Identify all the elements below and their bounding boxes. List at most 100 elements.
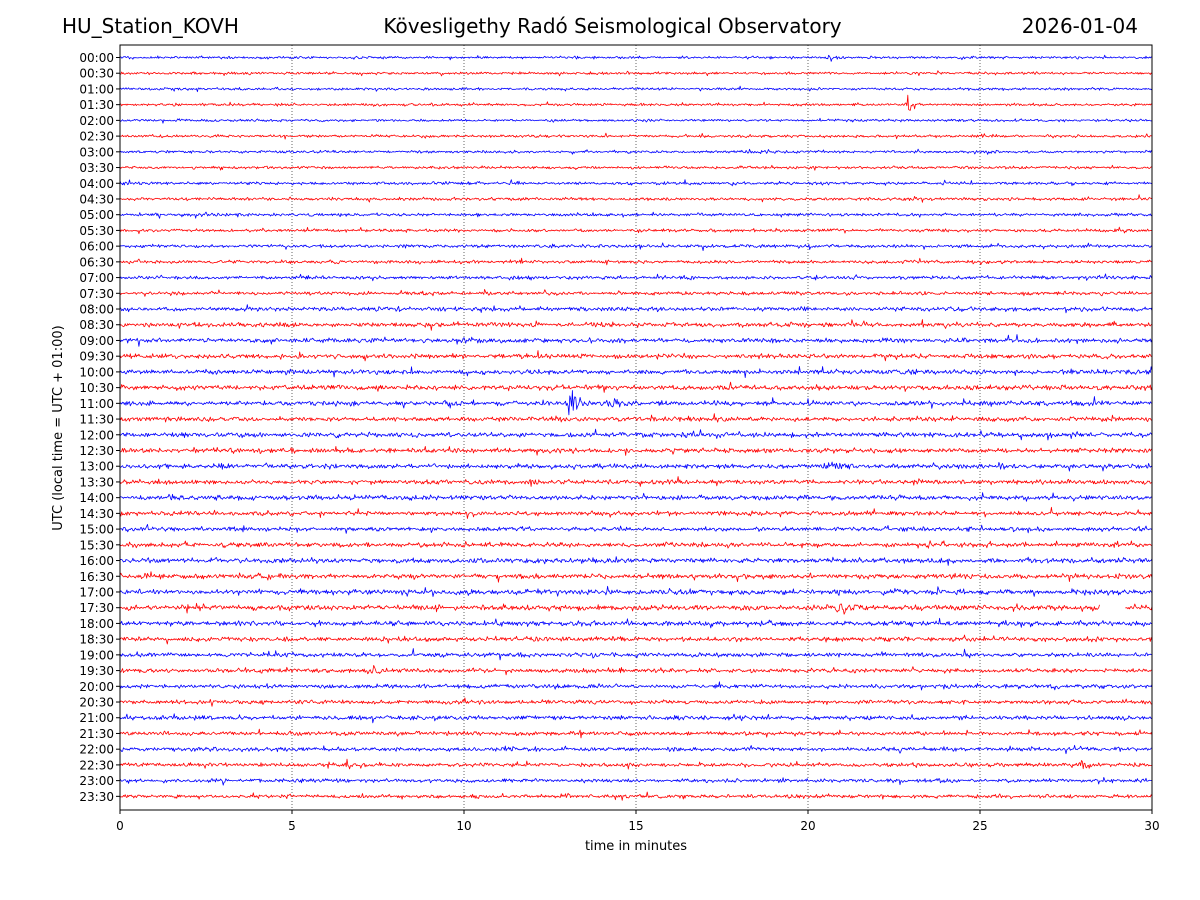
y-tick-label: 01:30	[79, 98, 114, 112]
trace-row-0530	[119, 226, 1153, 235]
trace-row-2230	[119, 758, 1153, 770]
trace-row-0230	[120, 132, 1153, 140]
trace-row-1730	[119, 602, 1153, 615]
y-tick-label: 10:00	[79, 365, 114, 379]
y-tick-label: 14:30	[79, 507, 114, 521]
y-tick-label: 22:30	[79, 758, 114, 772]
y-tick-label: 02:30	[79, 130, 114, 144]
y-tick-label: 11:00	[79, 397, 114, 411]
y-tick-label: 14:00	[79, 491, 114, 505]
y-tick-label: 12:00	[79, 428, 114, 442]
trace-row-1900	[119, 648, 1153, 661]
chart-title: Kövesligethy Radó Seismological Observat…	[383, 14, 842, 38]
trace-row-0800	[119, 304, 1153, 314]
trace-row-2300	[119, 777, 1153, 786]
y-axis-label: UTC (local time = UTC + 01:00)	[51, 325, 66, 530]
trace-row-0500	[119, 211, 1153, 219]
y-tick-label: 03:30	[79, 161, 114, 175]
trace-row-1230	[119, 446, 1153, 456]
x-tick-label: 5	[288, 819, 296, 833]
trace-row-2200	[119, 744, 1153, 755]
trace-row-0730	[119, 289, 1153, 297]
trace-row-0030	[119, 70, 1153, 77]
trace-row-2100	[119, 713, 1153, 724]
y-tick-label: 15:00	[79, 523, 114, 537]
y-tick-label: 09:30	[79, 350, 114, 364]
trace-row-1200	[119, 428, 1153, 441]
y-tick-label: 23:00	[79, 774, 114, 788]
trace-row-1530	[119, 540, 1153, 549]
trace-row-1000	[119, 366, 1153, 378]
x-tick-label: 15	[628, 819, 643, 833]
trace-row-1400	[119, 492, 1153, 502]
trace-row-2000	[119, 681, 1153, 691]
y-tick-label: 17:30	[79, 601, 114, 615]
y-tick-label: 15:30	[79, 538, 114, 552]
trace-row-0930	[119, 350, 1153, 362]
y-tick-label: 10:30	[79, 381, 114, 395]
y-tick-label: 13:30	[79, 475, 114, 489]
y-tick-label: 19:00	[79, 648, 114, 662]
trace-row-0100	[119, 85, 1153, 93]
x-axis-ticks: 0 5 10 15 20 25 30	[116, 810, 1160, 833]
y-tick-label: 08:00	[79, 303, 114, 317]
trace-row-2030	[119, 697, 1153, 707]
trace-row-1600	[119, 556, 1153, 566]
trace-row-1700	[119, 585, 1153, 597]
y-tick-label: 09:00	[79, 334, 114, 348]
y-tick-label: 06:00	[79, 240, 114, 254]
x-tick-label: 25	[972, 819, 987, 833]
trace-row-1330	[119, 476, 1153, 487]
trace-row-0000	[119, 54, 1153, 62]
x-tick-label: 30	[1144, 819, 1159, 833]
y-tick-label: 22:00	[79, 743, 114, 757]
trace-row-1430	[119, 506, 1153, 519]
trace-row-0630	[119, 257, 1153, 266]
trace-row-1630	[119, 571, 1153, 583]
trace-row-0430	[119, 194, 1153, 203]
y-tick-label: 00:00	[79, 51, 114, 65]
x-tick-label: 20	[800, 819, 815, 833]
trace-row-0600	[119, 242, 1153, 251]
trace-row-2330	[119, 791, 1153, 801]
x-tick-label: 0	[116, 819, 124, 833]
y-tick-label: 18:00	[79, 617, 114, 631]
y-tick-label: 16:30	[79, 570, 114, 584]
y-tick-label: 02:00	[79, 114, 114, 128]
trace-row-0300	[119, 148, 1153, 155]
y-tick-label: 21:30	[79, 727, 114, 741]
trace-row-0130	[119, 94, 1153, 111]
y-tick-label: 18:30	[79, 633, 114, 647]
y-tick-label: 11:30	[79, 413, 114, 427]
y-tick-label: 20:00	[79, 680, 114, 694]
seismogram-traces	[119, 54, 1153, 801]
y-tick-label: 07:00	[79, 271, 114, 285]
trace-row-1100	[119, 390, 1153, 416]
x-tick-label: 10	[456, 819, 471, 833]
y-tick-label: 03:00	[79, 145, 114, 159]
y-tick-label: 05:00	[79, 208, 114, 222]
y-tick-label: 19:30	[79, 664, 114, 678]
trace-row-0200	[119, 117, 1153, 124]
trace-row-0700	[119, 273, 1153, 282]
trace-row-1930	[119, 665, 1153, 676]
y-tick-label: 20:30	[79, 696, 114, 710]
y-tick-label: 21:00	[79, 711, 114, 725]
station-name: HU_Station_KOVH	[62, 14, 239, 38]
trace-row-2130	[119, 728, 1153, 739]
y-tick-label: 06:30	[79, 255, 114, 269]
x-axis-label: time in minutes	[585, 839, 687, 854]
y-tick-label: 23:30	[79, 790, 114, 804]
y-tick-label: 17:00	[79, 585, 114, 599]
trace-row-1300	[120, 461, 1153, 472]
trace-row-1800	[119, 617, 1153, 629]
chart-date: 2026-01-04	[1021, 14, 1138, 38]
trace-row-0400	[119, 179, 1153, 187]
trace-row-1130	[119, 413, 1153, 423]
y-tick-label: 08:30	[79, 318, 114, 332]
y-tick-label: 01:00	[79, 82, 114, 96]
trace-row-0330	[119, 164, 1153, 171]
y-tick-label: 04:00	[79, 177, 114, 191]
